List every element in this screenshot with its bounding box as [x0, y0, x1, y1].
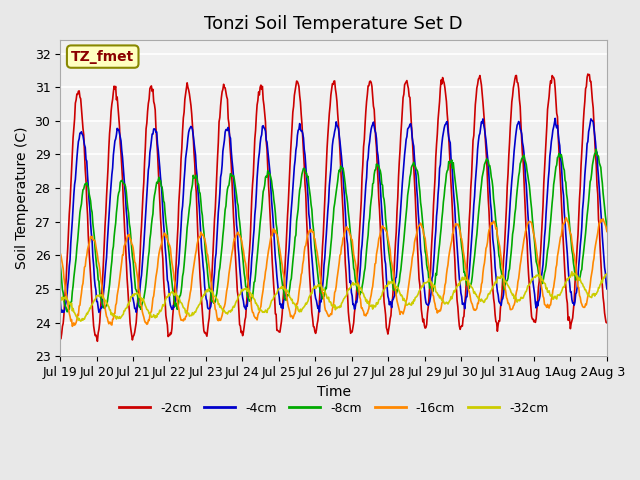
-8cm: [56, 261, 64, 267]
Legend: -2cm, -4cm, -8cm, -16cm, -32cm: -2cm, -4cm, -8cm, -16cm, -32cm: [114, 396, 554, 420]
-8cm: [593, 146, 600, 152]
-4cm: [417, 246, 424, 252]
-32cm: [401, 298, 408, 303]
-32cm: [568, 269, 576, 275]
-16cm: [68, 324, 76, 329]
-32cm: [179, 302, 186, 308]
-2cm: [584, 71, 592, 77]
-8cm: [179, 274, 186, 279]
-2cm: [93, 338, 101, 344]
-2cm: [603, 320, 611, 326]
X-axis label: Time: Time: [317, 384, 351, 398]
-4cm: [207, 298, 215, 304]
Title: Tonzi Soil Temperature Set D: Tonzi Soil Temperature Set D: [204, 15, 463, 33]
-4cm: [95, 310, 103, 315]
Line: -16cm: -16cm: [60, 217, 607, 326]
-16cm: [179, 317, 186, 323]
-4cm: [551, 116, 559, 121]
Line: -4cm: -4cm: [60, 119, 607, 312]
-4cm: [179, 203, 186, 209]
-2cm: [401, 82, 408, 88]
-4cm: [603, 286, 611, 292]
Line: -2cm: -2cm: [60, 74, 607, 341]
-32cm: [66, 301, 74, 307]
-8cm: [124, 198, 131, 204]
-8cm: [417, 200, 424, 205]
Line: -8cm: -8cm: [60, 149, 607, 312]
-2cm: [66, 200, 74, 205]
-32cm: [77, 318, 84, 324]
-16cm: [66, 313, 74, 319]
Line: -32cm: -32cm: [60, 272, 607, 321]
-4cm: [66, 257, 74, 263]
-32cm: [417, 286, 424, 292]
-16cm: [417, 220, 424, 226]
-4cm: [124, 216, 131, 222]
-32cm: [124, 305, 131, 311]
-8cm: [207, 298, 215, 304]
-16cm: [401, 306, 408, 312]
-16cm: [562, 215, 570, 220]
-32cm: [56, 299, 64, 304]
-16cm: [207, 281, 215, 287]
-32cm: [207, 289, 215, 295]
-2cm: [179, 128, 186, 133]
-2cm: [124, 276, 131, 281]
-4cm: [401, 152, 408, 157]
Text: TZ_fmet: TZ_fmet: [71, 49, 134, 63]
-32cm: [603, 271, 611, 277]
-16cm: [603, 228, 611, 234]
-2cm: [417, 292, 424, 298]
Y-axis label: Soil Temperature (C): Soil Temperature (C): [15, 127, 29, 269]
-8cm: [603, 228, 611, 234]
-16cm: [56, 250, 64, 256]
-4cm: [56, 297, 64, 303]
-8cm: [401, 228, 408, 234]
-2cm: [207, 282, 215, 288]
-16cm: [124, 235, 131, 240]
-2cm: [56, 336, 64, 341]
-8cm: [67, 300, 75, 305]
-8cm: [64, 309, 72, 314]
